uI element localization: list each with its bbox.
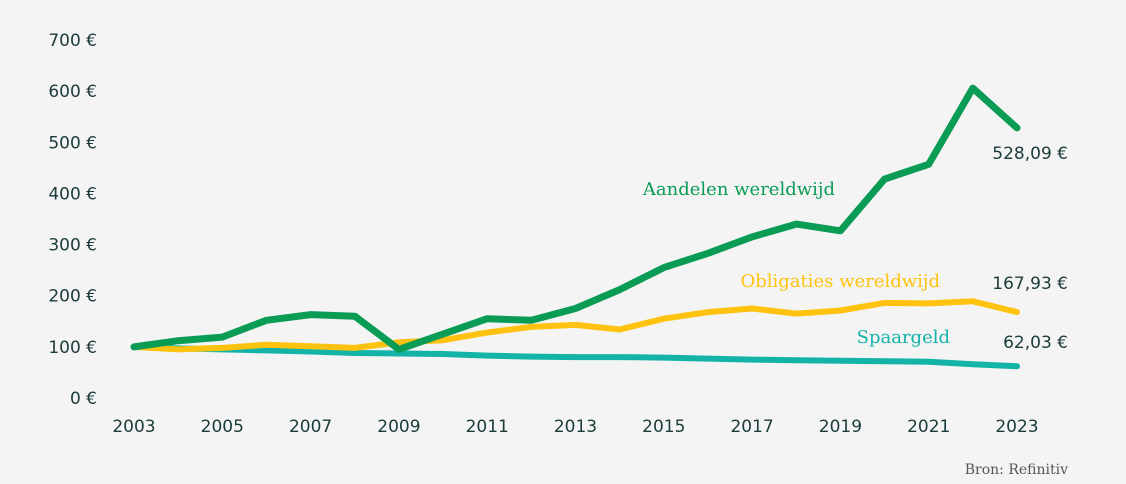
x-tick-label: 2015 (642, 417, 685, 437)
y-tick-label: 500 € (48, 133, 97, 153)
x-tick-label: 2017 (730, 417, 773, 437)
y-tick-label: 200 € (48, 287, 97, 307)
end-value-spaargeld: 62,03 € (1003, 333, 1068, 353)
y-tick-label: 600 € (48, 82, 97, 102)
series-label-obligaties: Obligaties wereldwijd (740, 271, 940, 292)
y-tick-label: 700 € (48, 31, 97, 51)
x-axis: 2003 2005 2007 2009 2011 2013 2015 2017 2019 2021… (112, 417, 1038, 437)
y-axis: 0 € 100 € 200 € 300 € 400 € 500 € 600 € 700 € (48, 31, 97, 409)
x-tick-label: 2005 (201, 417, 244, 437)
x-tick-label: 2019 (819, 417, 862, 437)
x-tick-label: 2011 (466, 417, 509, 437)
x-tick-label: 2023 (995, 417, 1038, 437)
end-value-aandelen: 528,09 € (992, 144, 1068, 164)
x-tick-label: 2007 (289, 417, 332, 437)
series-labels: Aandelen wereldwijd Obligaties wereldwij… (642, 179, 950, 348)
series-label-spaargeld: Spaargeld (857, 327, 950, 348)
x-tick-label: 2003 (112, 417, 155, 437)
y-tick-label: 300 € (48, 236, 97, 256)
x-tick-label: 2009 (377, 417, 420, 437)
y-tick-label: 0 € (70, 389, 97, 409)
series-line-spaargeld (131, 343, 1020, 370)
series-line-obligaties (131, 298, 1020, 353)
y-tick-label: 400 € (48, 184, 97, 204)
x-tick-label: 2021 (907, 417, 950, 437)
x-tick-label: 2013 (554, 417, 597, 437)
series-label-aandelen: Aandelen wereldwijd (642, 179, 835, 200)
series-lines (130, 84, 1021, 370)
series-line-aandelen (130, 84, 1021, 353)
y-tick-label: 100 € (48, 338, 97, 358)
end-value-obligaties: 167,93 € (992, 274, 1068, 294)
source-note: Bron: Refinitiv (965, 462, 1068, 478)
end-labels: 528,09 € 167,93 € 62,03 € (992, 144, 1068, 353)
